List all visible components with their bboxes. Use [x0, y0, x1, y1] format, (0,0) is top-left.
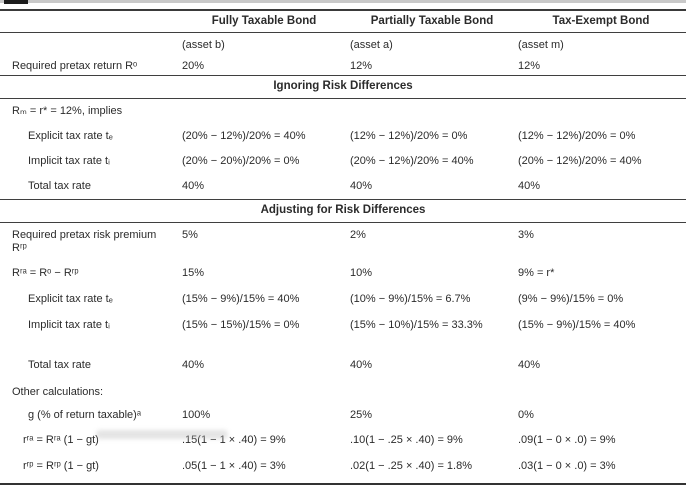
cell-value: (12% − 12%)/20% = 0%	[518, 130, 636, 142]
row-label: Required pretax risk premium Rʳᵖ	[12, 229, 157, 254]
table-row-after-tax-risk-adjusted: rʳᵃ = Rʳᵃ (1 − gt) .15(1 − 1 × .40) = 9%…	[0, 428, 686, 454]
row-label: Implicit tax rate tᵢ	[28, 319, 110, 331]
row-label: Total tax rate	[28, 359, 91, 371]
cell-value: (20% − 20%)/20% = 0%	[182, 155, 300, 167]
cell-value: .10(1 − .25 × .40) = 9%	[350, 434, 463, 446]
cell-value: (20% − 12%)/20% = 40%	[518, 155, 642, 167]
scan-artifact-mark	[4, 0, 28, 4]
cell-value: (15% − 9%)/15% = 40%	[518, 319, 636, 331]
section-header-adjusting-risk: Adjusting for Risk Differences	[0, 199, 686, 223]
cell-value	[516, 99, 686, 105]
table-row-risk-premium: Required pretax risk premium Rʳᵖ 5% 2% 3…	[0, 223, 686, 261]
table-row-implicit-tax-rate-1: Implicit tax rate tᵢ (20% − 20%)/20% = 0…	[0, 149, 686, 174]
cell-value: 12%	[518, 60, 541, 72]
table-row-rm-implies: Rₘ = r* = 12%, implies	[0, 99, 686, 124]
row-label: Explicit tax rate tₑ	[28, 293, 113, 305]
header-spacer	[0, 11, 180, 19]
cell-value	[348, 99, 516, 105]
cell-value: 40%	[350, 359, 373, 371]
cell-value: .02(1 − .25 × .40) = 1.8%	[350, 460, 472, 472]
cell-value: 40%	[518, 180, 541, 192]
cell-value: 40%	[350, 180, 373, 192]
bond-tax-comparison-table: Fully Taxable Bond Partially Taxable Bon…	[0, 9, 686, 485]
cell-value: 25%	[350, 409, 373, 421]
asset-label-b: (asset b)	[182, 39, 225, 51]
scan-artifact-strip	[0, 0, 686, 3]
section-header-ignoring-risk: Ignoring Risk Differences	[0, 75, 686, 99]
cell-value: (12% − 12%)/20% = 0%	[350, 130, 468, 142]
cell-value: 3%	[518, 229, 534, 241]
table-row-explicit-tax-rate-1: Explicit tax rate tₑ (20% − 12%)/20% = 4…	[0, 124, 686, 149]
table-row-total-tax-rate-2: Total tax rate 40% 40% 40%	[0, 353, 686, 380]
asset-label-row: (asset b) (asset a) (asset m)	[0, 33, 686, 54]
cell-value: 9% = r*	[518, 267, 555, 279]
cell-value: .03(1 − 0 × .0) = 3%	[518, 460, 616, 472]
cell-value: 12%	[350, 60, 373, 72]
row-label: g (% of return taxable)ᵃ	[28, 409, 141, 421]
cell-value: 0%	[518, 409, 534, 421]
table-row-implicit-tax-rate-2: Implicit tax rate tᵢ (15% − 15%)/15% = 0…	[0, 313, 686, 353]
row-label: Rₘ = r* = 12%, implies	[12, 105, 123, 117]
table-row-g-percent-taxable: g (% of return taxable)ᵃ 100% 25% 0%	[0, 403, 686, 428]
row-label: Required pretax return Rᵒ	[12, 60, 138, 72]
table-row-total-tax-rate-1: Total tax rate 40% 40% 40%	[0, 174, 686, 199]
cell-value: 100%	[182, 409, 211, 421]
cell-value: (15% − 9%)/15% = 40%	[182, 293, 300, 305]
row-label: Total tax rate	[28, 180, 91, 192]
column-header-tax-exempt: Tax-Exempt Bond	[552, 15, 650, 27]
cell-value: (20% − 12%)/20% = 40%	[350, 155, 474, 167]
section-title: Adjusting for Risk Differences	[260, 204, 426, 216]
row-label: rʳᵖ = Rʳᵖ (1 − gt)	[23, 460, 99, 472]
cell-value	[516, 380, 686, 386]
cell-value: (20% − 12%)/20% = 40%	[182, 130, 306, 142]
section-title: Ignoring Risk Differences	[273, 80, 413, 92]
table-row-explicit-tax-rate-2: Explicit tax rate tₑ (15% − 9%)/15% = 40…	[0, 287, 686, 313]
row-label: rʳᵃ = Rʳᵃ (1 − gt)	[23, 434, 99, 446]
cell-value: (15% − 15%)/15% = 0%	[182, 319, 300, 331]
table-row-other-calculations: Other calculations:	[0, 380, 686, 403]
row-label	[0, 33, 180, 39]
cell-value: 2%	[350, 229, 366, 241]
cell-value: (10% − 9%)/15% = 6.7%	[350, 293, 471, 305]
table-header-row: Fully Taxable Bond Partially Taxable Bon…	[0, 11, 686, 33]
column-header-fully-taxable: Fully Taxable Bond	[211, 15, 317, 27]
cell-value: .09(1 − 0 × .0) = 9%	[518, 434, 616, 446]
watermark-smudge	[96, 430, 228, 439]
cell-value	[348, 380, 516, 386]
cell-value: (15% − 10%)/15% = 33.3%	[350, 319, 483, 331]
cell-value: 40%	[182, 180, 205, 192]
cell-value: 20%	[182, 60, 205, 72]
row-label: Implicit tax rate tᵢ	[28, 155, 110, 167]
cell-value: .15(1 − 1 × .40) = 9%	[182, 434, 286, 446]
table-row-risk-adjusted-return: Rʳᵃ = Rᵒ − Rʳᵖ 15% 10% 9% = r*	[0, 261, 686, 287]
cell-value: 40%	[182, 359, 205, 371]
cell-value: (9% − 9%)/15% = 0%	[518, 293, 624, 305]
cell-value: 15%	[182, 267, 205, 279]
row-label: Other calculations:	[12, 386, 104, 398]
table-row-after-tax-risk-premium: rʳᵖ = Rʳᵖ (1 − gt) .05(1 − 1 × .40) = 3%…	[0, 454, 686, 483]
asset-label-a: (asset a)	[350, 39, 393, 51]
row-label: Explicit tax rate tₑ	[28, 130, 113, 142]
cell-value	[180, 99, 348, 105]
cell-value: 40%	[518, 359, 541, 371]
cell-value	[180, 380, 348, 386]
cell-value: 10%	[350, 267, 373, 279]
cell-value: 5%	[182, 229, 198, 241]
table-row-required-pretax-return: Required pretax return Rᵒ 20% 12% 12%	[0, 54, 686, 75]
row-label: Rʳᵃ = Rᵒ − Rʳᵖ	[12, 267, 79, 279]
cell-value: .05(1 − 1 × .40) = 3%	[182, 460, 286, 472]
column-header-partially-taxable: Partially Taxable Bond	[370, 15, 494, 27]
asset-label-m: (asset m)	[518, 39, 564, 51]
